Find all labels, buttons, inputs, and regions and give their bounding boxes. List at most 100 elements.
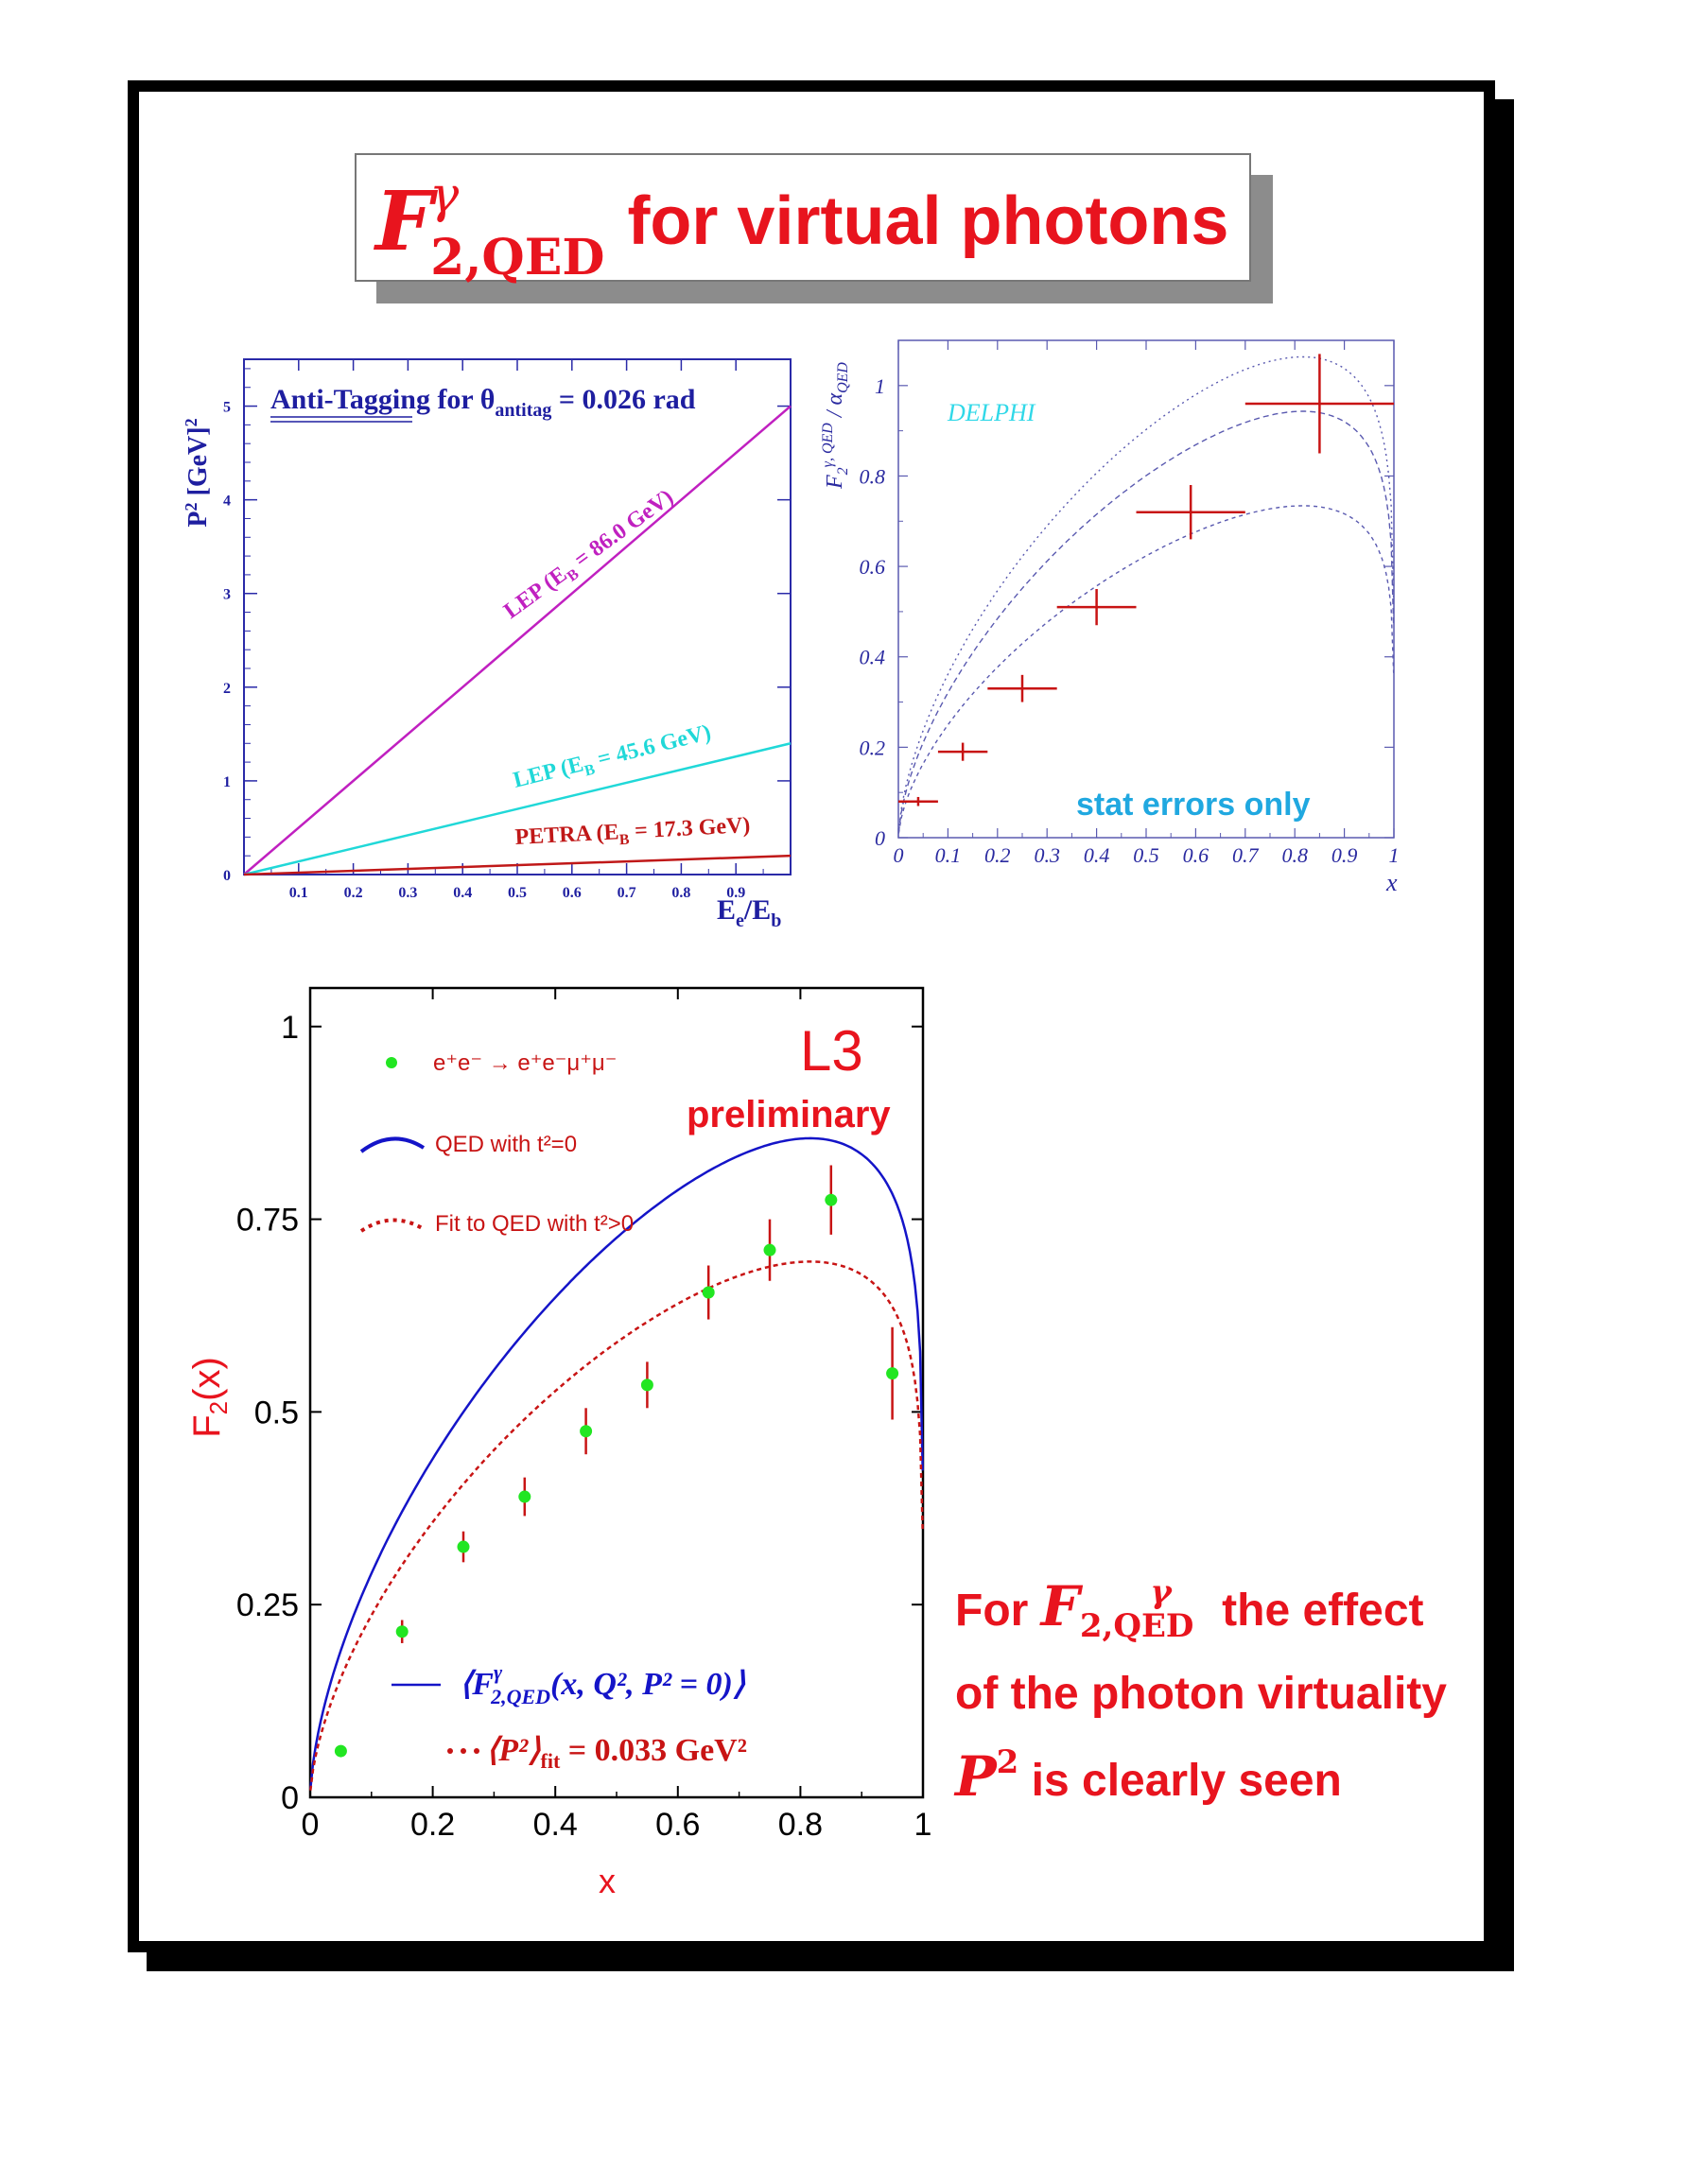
chart2-ytick-label: 0.4: [860, 646, 886, 669]
series-label-petra: PETRA (EB = 17.3 GeV): [514, 813, 751, 854]
chart2-xtick-label: 0.9: [1331, 843, 1358, 867]
note-symbol: F: [1040, 1574, 1080, 1638]
chart3-point-9: [886, 1367, 899, 1380]
chart2-ylabel: F2γ, QED / αQED: [820, 362, 851, 490]
chart2-points: [898, 354, 1394, 806]
chart1-ytick-label: 3: [223, 587, 231, 603]
legend-avg-f2-label: ⟨Fγ 2,QED(x, Q², P² = 0)⟩: [460, 1660, 746, 1708]
chart3-ytick-label: 0.25: [236, 1587, 299, 1623]
chart1-series-line-0: [243, 405, 792, 875]
legend-qed-label: QED with t²=0: [435, 1132, 577, 1157]
legend-dot-3: [474, 1748, 479, 1754]
legend-dot-1: [447, 1748, 453, 1754]
chart1-ylabel-sup2: 2: [182, 418, 200, 426]
chart3-point-6: [702, 1286, 715, 1299]
chart1-xlabel-sub2: b: [771, 910, 781, 931]
chart1-title-pre: Anti-Tagging for θ: [270, 384, 495, 415]
legend-avg-f2-sub: 2,QED: [490, 1685, 550, 1708]
note-line-3: P2 is clearly seen: [955, 1728, 1485, 1815]
chart1-ylabel-sup: 2: [182, 502, 200, 511]
chart2-xtick-label: 1: [1389, 843, 1400, 867]
chart3-curves: [309, 1136, 924, 1791]
chart2-ylabel-rest: / α: [823, 392, 847, 423]
chart1-xlabel: Ee/Eb: [717, 894, 781, 931]
chart2-ytick-label: 0.8: [860, 464, 886, 488]
chart2-ylabel-sub2: QED: [835, 362, 851, 393]
note-pre: For: [955, 1586, 1041, 1636]
legend-avg-f2-post: (x, Q², P² = 0)⟩: [550, 1667, 746, 1702]
chart3-xlabel: x: [599, 1862, 616, 1900]
note-line3-post: is clearly seen: [1018, 1756, 1342, 1806]
chart3-ticks: 0 0.2 0.4 0.6 0.8 1 0 0.25 0.5 0.75 1: [236, 988, 932, 1843]
chart1-ticks: 0.1 0.2 0.3 0.4 0.5 0.6 0.7 0.8 0.9 0 1 2 3 4 5: [223, 359, 791, 901]
chart1-xlabel-main: E: [717, 894, 736, 926]
qed-curve: [309, 1136, 924, 1790]
legend-fit-line: [359, 1218, 426, 1233]
chart2-curves: [897, 355, 1395, 834]
chart1-xtick-label: 0.9: [726, 885, 745, 901]
chart3-xtick-label: 0.2: [410, 1807, 455, 1843]
chart3-xtick-label: 0: [302, 1807, 320, 1843]
legend-fit-label: Fit to QED with t²>0: [435, 1211, 634, 1237]
conclusion-note: For F2,QEDγ the effect of the photon vir…: [955, 1558, 1485, 1815]
chart1-xtick-label: 0.6: [563, 885, 582, 901]
chart1-series-line-2: [243, 854, 792, 876]
chart2-xtick-label: 0.4: [1084, 843, 1110, 867]
chart1-ylabel: P2 [GeV]2: [182, 418, 213, 527]
series-label-petra-pre: PETRA (E: [514, 820, 619, 850]
title-box: Fγ2,QED for virtual photons: [355, 153, 1251, 286]
chart3-ytick-label: 0.5: [254, 1395, 299, 1430]
chart2-ytick-label: 0: [875, 826, 885, 850]
chart3-ytick-label: 0: [281, 1780, 299, 1816]
chart3-point-0: [334, 1744, 347, 1758]
note-line-1: For F2,QEDγ the effect: [955, 1558, 1485, 1660]
chart1-ylabel-main: P: [183, 511, 213, 527]
chart3-ytick-label: 0.75: [236, 1203, 299, 1239]
slide-frame: [128, 80, 1495, 1952]
chart3-ylabel: F2(x): [186, 1357, 233, 1438]
chart3-xtick-label: 0.6: [655, 1807, 700, 1843]
l3-label: L3: [800, 1019, 863, 1083]
chart3-xtick-label: 1: [914, 1807, 932, 1843]
delphi-label: DELPHI: [947, 399, 1036, 426]
chart2-curve-0: [897, 355, 1395, 832]
chart2-xlabel: x: [1385, 869, 1398, 896]
chart1-ytick-label: 5: [223, 400, 231, 416]
legend-data-marker: [386, 1057, 397, 1068]
chart2-ylabel-main: F: [823, 475, 847, 490]
chart3-ylabel-rest: (x): [186, 1357, 228, 1401]
chart3-point-2: [457, 1540, 470, 1553]
legend-avg-f2-pre: ⟨F: [460, 1667, 494, 1702]
chart2-xtick-label: 0.2: [984, 843, 1011, 867]
legend-avg-p2-pre: ⟨P²⟩: [486, 1733, 541, 1768]
chart3-xtick-label: 0.8: [778, 1807, 823, 1843]
chart3-point-3: [518, 1490, 531, 1503]
chart3-ytick-label: 1: [281, 1010, 299, 1046]
note-superscript: γ: [1150, 1573, 1172, 1611]
chart1-xlabel-mid: /E: [743, 894, 771, 926]
chart2-xtick-label: 0.7: [1232, 843, 1260, 867]
title-words: for virtual photons: [627, 183, 1229, 259]
note-line-2: of the photon virtuality: [955, 1669, 1447, 1719]
legend-data-label: e⁺e⁻ → e⁺e⁻μ⁺μ⁻: [433, 1050, 617, 1076]
title-symbol: F: [375, 174, 434, 269]
title-superscript: γ: [429, 167, 460, 224]
chart1-xlabel-sub1: e: [736, 910, 744, 931]
chart3-ylabel-sub: 2: [204, 1401, 233, 1414]
legend-avg-p2-sub: fit: [541, 1749, 561, 1773]
title-subscript: 2,QED: [430, 229, 605, 286]
chart1-ytick-label: 2: [223, 681, 231, 697]
chart2-ticks: 0 0.1 0.2 0.3 0.4 0.5 0.6 0.7 0.8 0.9 1 0 0.2 0.4 0.6 0…: [860, 339, 1400, 867]
chart2-ytick-label: 0.2: [860, 736, 886, 759]
chart1-lines: [243, 405, 792, 876]
chart1-title-post: = 0.026 rad: [551, 384, 695, 415]
chart2-xtick-label: 0: [894, 843, 904, 867]
chart2-xtick-label: 0.8: [1281, 843, 1308, 867]
note-sup2: 2: [996, 1743, 1019, 1781]
chart1-ytick-label: 0: [223, 868, 231, 884]
stat-errors-annotation: stat errors only: [1076, 787, 1311, 823]
chart1-series-line-1: [243, 742, 792, 876]
